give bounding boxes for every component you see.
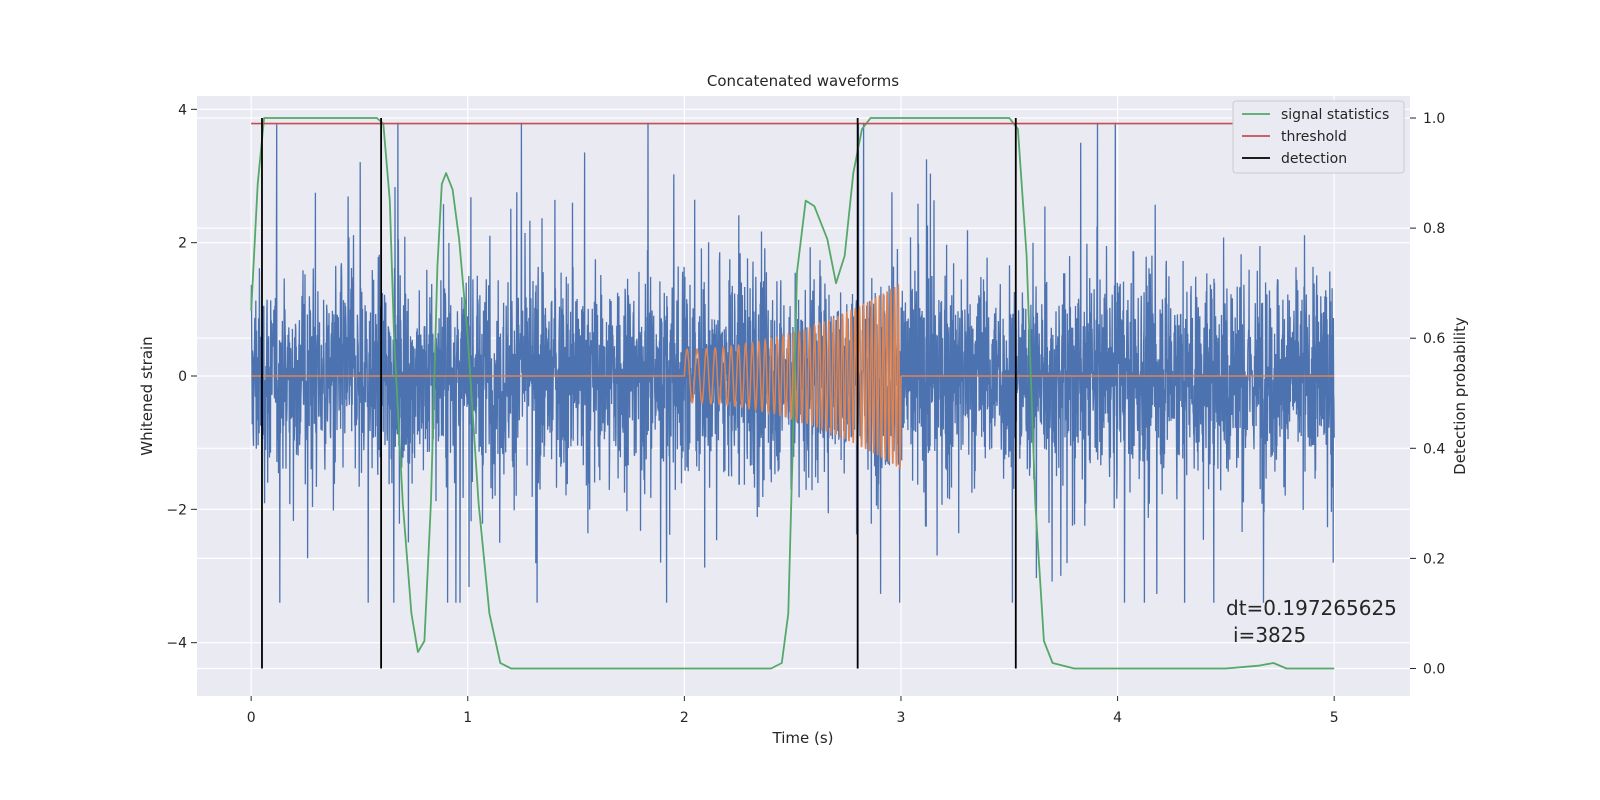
series-signal-statistics <box>250 117 1335 670</box>
chart-title: Concatenated waveforms <box>707 72 899 90</box>
y-right-tick-label: 0.6 <box>1423 331 1445 347</box>
series-template <box>251 284 1335 469</box>
y-tick-label: −4 <box>166 636 187 652</box>
axes-layer: 0 1 2 3 4 5 −4 −2 0 2 4 0.0 0.2 0.4 0.6 0.8 1.0 <box>166 102 1445 726</box>
annotation-i: i=3825 <box>1233 623 1306 647</box>
y-tick-label: 4 <box>178 102 187 118</box>
x-axis-title: Time (s) <box>772 729 834 747</box>
legend: signal statistics threshold detection <box>1232 100 1405 174</box>
legend-label-threshold: threshold <box>1281 129 1347 145</box>
y-right-tick-label: 0.4 <box>1423 441 1445 457</box>
x-tick-label: 0 <box>247 710 256 726</box>
legend-label-signal-statistics: signal statistics <box>1281 107 1389 123</box>
x-tick-label: 2 <box>680 710 689 726</box>
y-right-tick-label: 1.0 <box>1423 111 1445 127</box>
x-tick-label: 4 <box>1113 710 1122 726</box>
y-tick-label: 0 <box>178 369 187 385</box>
annotation-dt: dt=0.197265625 <box>1226 596 1397 620</box>
legend-box <box>1232 100 1405 174</box>
legend-label-detection: detection <box>1281 151 1347 167</box>
x-tick-label: 3 <box>897 710 906 726</box>
y-axis-title: Whitened strain <box>138 336 156 455</box>
y-right-tick-label: 0.0 <box>1423 661 1445 677</box>
y-axis-right-title: Detection probability <box>1451 317 1469 475</box>
y-tick-label: −2 <box>166 502 187 518</box>
y-right-tick-label: 0.2 <box>1423 551 1445 567</box>
y-tick-label: 2 <box>178 236 187 252</box>
y-right-tick-label: 0.8 <box>1423 221 1445 237</box>
series-layer <box>250 117 1335 670</box>
x-tick-label: 1 <box>463 710 472 726</box>
x-tick-label: 5 <box>1330 710 1339 726</box>
